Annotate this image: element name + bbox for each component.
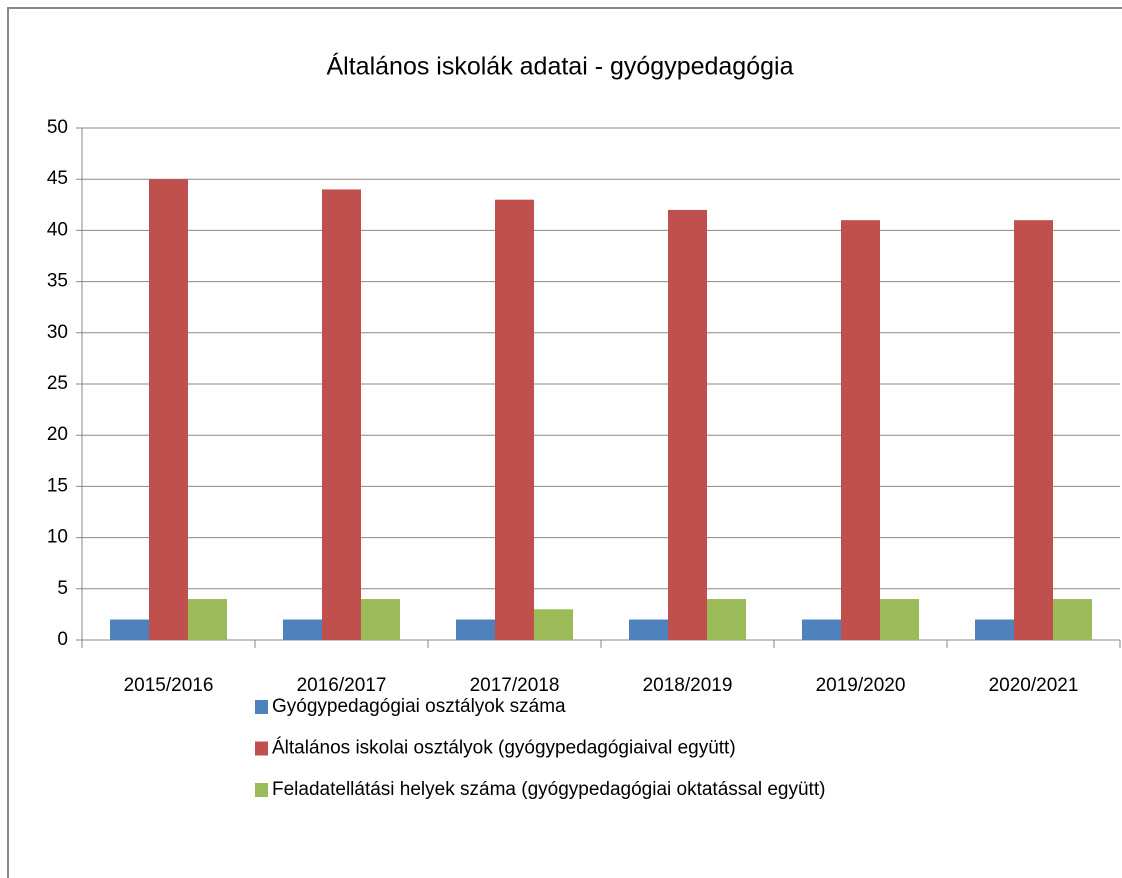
bar <box>110 619 149 640</box>
chart-title: Általános iskolák adatai - gyógypedagógi… <box>327 52 794 81</box>
bar <box>707 599 746 640</box>
x-tick-label: 2015/2016 <box>124 675 214 696</box>
bar <box>534 609 573 640</box>
y-tick-label: 35 <box>47 271 68 292</box>
y-tick-label: 25 <box>47 373 68 394</box>
legend-swatch <box>255 783 268 797</box>
legend-label: Feladatellátási helyek száma (gyógypedag… <box>272 779 825 800</box>
x-tick-label: 2017/2018 <box>470 675 560 696</box>
x-tick-label: 2018/2019 <box>643 675 733 696</box>
bar <box>283 619 322 640</box>
bar <box>1053 599 1092 640</box>
y-tick-label: 10 <box>47 527 68 548</box>
bar <box>841 220 880 640</box>
chart-frame <box>7 7 1122 878</box>
bar <box>629 619 668 640</box>
y-tick-label: 15 <box>47 475 68 496</box>
bar <box>802 619 841 640</box>
bar <box>149 179 188 640</box>
bar <box>322 189 361 640</box>
y-tick-label: 30 <box>47 322 68 343</box>
x-tick-label: 2019/2020 <box>816 675 906 696</box>
legend-label: Általános iskolai osztályok (gyógypedagó… <box>272 738 736 759</box>
legend-swatch <box>255 741 268 756</box>
legend-label: Gyógypedagógiai osztályok száma <box>272 696 566 717</box>
legend-swatch <box>255 700 268 714</box>
bar <box>668 209 707 641</box>
bar <box>188 599 227 640</box>
x-tick-label: 2016/2017 <box>297 675 387 696</box>
bar <box>495 199 534 640</box>
x-tick-label: 2020/2021 <box>989 675 1079 696</box>
bar <box>975 619 1014 640</box>
bar <box>361 599 400 640</box>
bar <box>880 599 919 640</box>
bar <box>456 619 495 640</box>
y-tick-label: 45 <box>47 168 68 189</box>
y-tick-label: 40 <box>47 219 68 240</box>
y-tick-label: 0 <box>57 629 68 650</box>
y-tick-label: 20 <box>47 424 68 445</box>
y-tick-label: 50 <box>47 117 68 138</box>
bar <box>1014 220 1053 640</box>
y-tick-label: 5 <box>57 578 68 599</box>
